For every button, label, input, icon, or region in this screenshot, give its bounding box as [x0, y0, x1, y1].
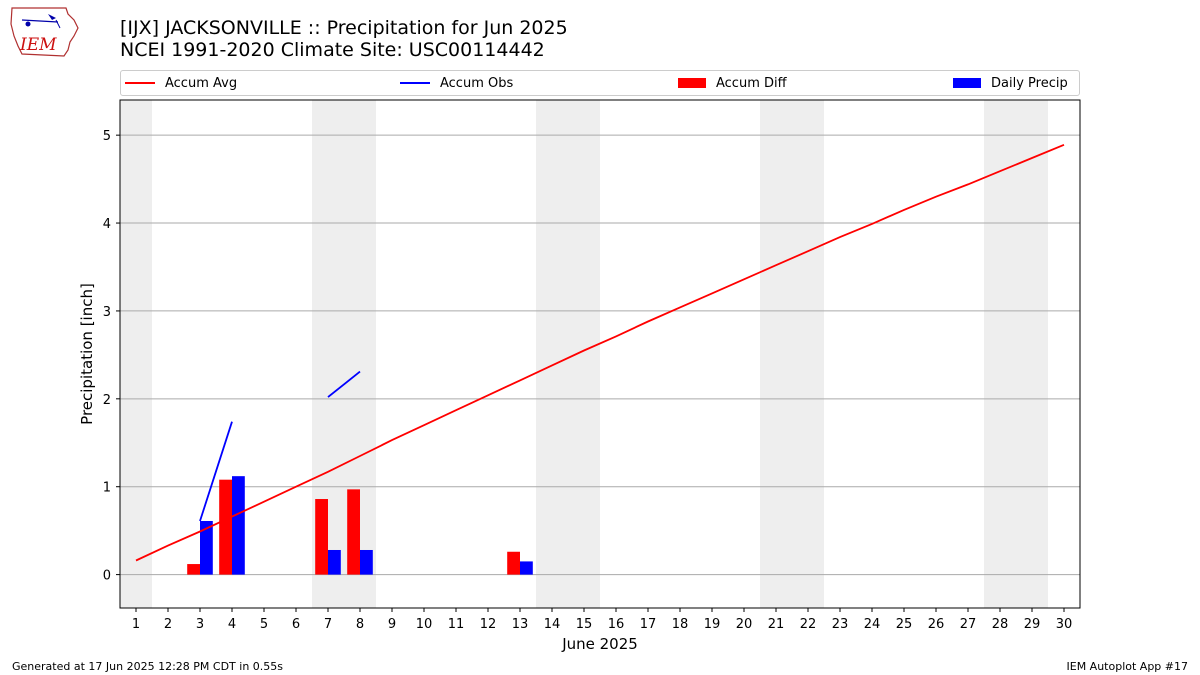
series-line-accum-obs-1: [199, 421, 233, 522]
y-axis-label: Precipitation [inch]: [78, 283, 96, 425]
legend-swatch-accum-obs: [400, 82, 430, 84]
legend-swatch-accum-diff: [678, 78, 706, 88]
legend-label-accum-diff: Accum Diff: [716, 75, 787, 91]
y-tick-label-2: 2: [103, 393, 111, 408]
x-tick-label-1: 1: [132, 617, 140, 632]
x-tick-label-9: 9: [388, 617, 396, 632]
x-tick-label-7: 7: [324, 617, 332, 632]
bar-accum-diff-13: [507, 551, 520, 575]
x-tick-label-29: 29: [1024, 617, 1041, 632]
legend-item-accum-diff: Accum Diff: [678, 71, 787, 95]
footer-app-text: IEM Autoplot App #17: [1066, 660, 1189, 673]
bar-accum-diff-7: [315, 499, 328, 575]
legend-label-accum-avg: Accum Avg: [165, 75, 238, 91]
x-tick-label-10: 10: [416, 617, 433, 632]
bar-daily-precip-3: [200, 520, 213, 575]
legend-swatch-accum-avg: [125, 82, 155, 84]
chart-subtitle: NCEI 1991-2020 Climate Site: USC00114442: [120, 39, 545, 61]
x-tick-label-18: 18: [672, 617, 689, 632]
y-tick-label-3: 3: [103, 305, 111, 320]
weekend-shade-28: [984, 100, 1016, 608]
x-tick-label-26: 26: [928, 617, 945, 632]
legend-label-daily-precip: Daily Precip: [991, 75, 1068, 91]
x-tick-label-19: 19: [704, 617, 721, 632]
legend-item-accum-obs: Accum Obs: [400, 71, 513, 95]
y-tick-label-1: 1: [103, 481, 111, 496]
x-tick-label-20: 20: [736, 617, 753, 632]
iem-logo: IEM: [10, 7, 79, 57]
x-tick-label-14: 14: [544, 617, 561, 632]
y-tick-label-0: 0: [103, 569, 111, 584]
x-tick-label-6: 6: [292, 617, 300, 632]
weekend-shade-1: [120, 100, 152, 608]
x-tick-label-30: 30: [1056, 617, 1073, 632]
logo-text: IEM: [19, 35, 57, 55]
legend-item-daily-precip: Daily Precip: [953, 71, 1068, 95]
bar-accum-diff-4: [219, 479, 232, 575]
x-tick-label-22: 22: [800, 617, 817, 632]
footer-generated-text: Generated at 17 Jun 2025 12:28 PM CDT in…: [12, 660, 284, 673]
x-tick-label-17: 17: [640, 617, 657, 632]
x-tick-label-3: 3: [196, 617, 204, 632]
x-axis-label: June 2025: [561, 635, 638, 653]
y-tick-label-4: 4: [103, 217, 111, 232]
weekend-shade-14: [536, 100, 568, 608]
legend-swatch-daily-precip: [953, 78, 981, 88]
x-tick-label-24: 24: [864, 617, 881, 632]
x-tick-label-23: 23: [832, 617, 849, 632]
x-tick-label-11: 11: [448, 617, 465, 632]
x-tick-label-15: 15: [576, 617, 593, 632]
weekend-shade-15: [568, 100, 600, 608]
weekend-shade-21: [760, 100, 792, 608]
bar-accum-diff-8: [347, 489, 360, 575]
bar-daily-precip-7: [328, 549, 341, 575]
weekend-shade-22: [792, 100, 824, 608]
legend-item-accum-avg: Accum Avg: [125, 71, 237, 95]
bar-accum-diff-3: [187, 564, 200, 575]
bar-daily-precip-8: [360, 549, 373, 575]
x-tick-label-8: 8: [356, 617, 364, 632]
y-tick-label-5: 5: [103, 129, 111, 144]
series-line-accum-avg: [135, 143, 1065, 562]
x-tick-label-13: 13: [512, 617, 529, 632]
x-tick-label-4: 4: [228, 617, 236, 632]
x-tick-label-12: 12: [480, 617, 497, 632]
legend-label-accum-obs: Accum Obs: [440, 75, 514, 91]
series-line-accum-obs-2: [327, 370, 361, 398]
x-tick-label-5: 5: [260, 617, 268, 632]
bar-daily-precip-4: [232, 476, 245, 575]
chart-title: [IJX] JACKSONVILLE :: Precipitation for …: [120, 17, 568, 39]
x-tick-label-27: 27: [960, 617, 977, 632]
plot-frame: [119, 99, 1081, 609]
weekend-shade-29: [1016, 100, 1048, 608]
x-tick-label-2: 2: [164, 617, 172, 632]
x-tick-label-16: 16: [608, 617, 625, 632]
x-tick-label-25: 25: [896, 617, 913, 632]
x-tick-label-21: 21: [768, 617, 785, 632]
x-tick-label-28: 28: [992, 617, 1009, 632]
chart-legend: Accum Avg Accum Obs Accum Diff Daily Pre…: [120, 70, 1080, 96]
bar-daily-precip-13: [520, 561, 533, 575]
